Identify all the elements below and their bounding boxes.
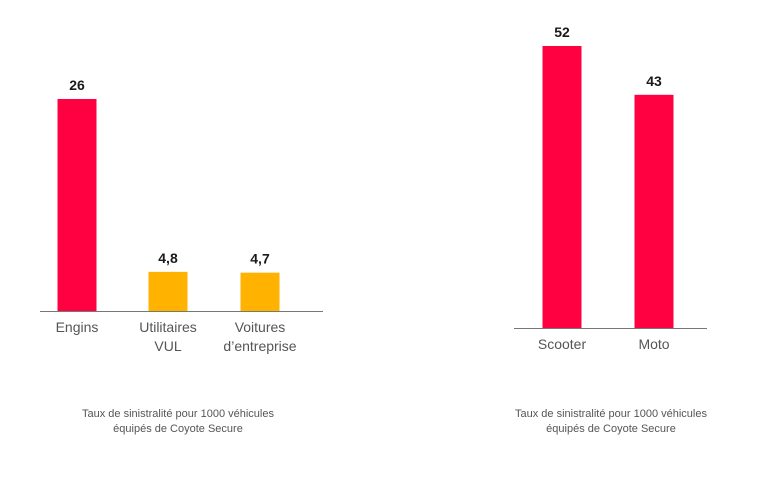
category-label-voitures: Voitures d’entreprise — [223, 319, 296, 354]
category-label-moto: Moto — [638, 336, 669, 352]
chart-vehicle-types: 26 Engins 4,8 Utilitaires VUL 4,7 Voitures d’en… — [40, 77, 323, 435]
bar-moto — [634, 94, 674, 328]
bar-utilitaires — [148, 271, 188, 311]
bar-voitures — [240, 272, 280, 311]
chart-caption: Taux de sinistralité pour 1000 véhicules… — [82, 408, 275, 435]
chart-two-wheelers: 52 Scooter 43 Moto Taux de sinistralité pour… — [514, 24, 707, 435]
data-label-moto: 43 — [646, 73, 662, 89]
bar-scooter — [542, 46, 582, 328]
data-label-voitures: 4,7 — [250, 251, 270, 267]
bar-engins — [57, 99, 97, 311]
category-label-engins: Engins — [56, 319, 99, 335]
data-label-engins: 26 — [69, 77, 85, 93]
category-label-utilitaires: Utilitaires VUL — [139, 319, 197, 354]
chart-caption: Taux de sinistralité pour 1000 véhicules… — [515, 408, 708, 435]
category-label-scooter: Scooter — [538, 336, 587, 352]
data-label-scooter: 52 — [554, 24, 570, 40]
data-label-utilitaires: 4,8 — [158, 250, 178, 266]
